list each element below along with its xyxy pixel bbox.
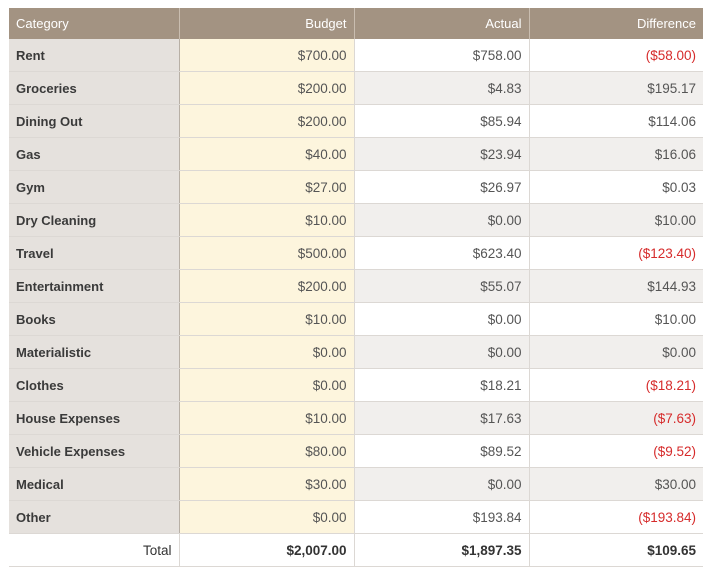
- cell-difference[interactable]: $16.06: [529, 137, 703, 171]
- cell-difference[interactable]: $10.00: [529, 302, 703, 336]
- table-row: Gym $27.00 $26.97 $0.03: [9, 170, 703, 204]
- cell-difference[interactable]: $30.00: [529, 467, 703, 501]
- cell-actual[interactable]: $18.21: [354, 368, 530, 402]
- table-header: Category Budget Actual Difference: [9, 8, 703, 39]
- total-label: Total: [9, 533, 180, 566]
- table-row: Groceries $200.00 $4.83 $195.17: [9, 71, 703, 105]
- cell-category[interactable]: Gas: [9, 137, 180, 171]
- cell-difference[interactable]: ($9.52): [529, 434, 703, 468]
- cell-actual[interactable]: $0.00: [354, 203, 530, 237]
- cell-budget[interactable]: $80.00: [179, 434, 355, 468]
- cell-difference[interactable]: $0.00: [529, 335, 703, 369]
- table-row: Entertainment $200.00 $55.07 $144.93: [9, 269, 703, 303]
- table-row: Dry Cleaning $10.00 $0.00 $10.00: [9, 203, 703, 237]
- table-row: Medical $30.00 $0.00 $30.00: [9, 467, 703, 501]
- table-row: Gas $40.00 $23.94 $16.06: [9, 137, 703, 171]
- cell-difference[interactable]: ($123.40): [529, 236, 703, 270]
- cell-difference[interactable]: ($193.84): [529, 500, 703, 534]
- cell-actual[interactable]: $623.40: [354, 236, 530, 270]
- cell-difference[interactable]: ($58.00): [529, 39, 703, 72]
- cell-budget[interactable]: $10.00: [179, 401, 355, 435]
- cell-actual[interactable]: $89.52: [354, 434, 530, 468]
- cell-category[interactable]: Groceries: [9, 71, 180, 105]
- table-row: Books $10.00 $0.00 $10.00: [9, 302, 703, 336]
- cell-actual[interactable]: $26.97: [354, 170, 530, 204]
- cell-difference[interactable]: $195.17: [529, 71, 703, 105]
- total-difference[interactable]: $109.65: [529, 533, 703, 566]
- header-category[interactable]: Category: [9, 8, 180, 39]
- header-difference[interactable]: Difference: [529, 8, 703, 39]
- cell-difference[interactable]: $114.06: [529, 104, 703, 138]
- cell-category[interactable]: Medical: [9, 467, 180, 501]
- cell-budget[interactable]: $0.00: [179, 500, 355, 534]
- cell-category[interactable]: Dry Cleaning: [9, 203, 180, 237]
- table-row: Other $0.00 $193.84 ($193.84): [9, 500, 703, 534]
- cell-category[interactable]: Dining Out: [9, 104, 180, 138]
- cell-category[interactable]: Other: [9, 500, 180, 534]
- cell-category[interactable]: Travel: [9, 236, 180, 270]
- table-row: Rent $700.00 $758.00 ($58.00): [9, 39, 703, 72]
- cell-budget[interactable]: $0.00: [179, 335, 355, 369]
- header-row: Category Budget Actual Difference: [9, 8, 703, 39]
- cell-budget[interactable]: $700.00: [179, 39, 355, 72]
- cell-actual[interactable]: $55.07: [354, 269, 530, 303]
- table-row: Travel $500.00 $623.40 ($123.40): [9, 236, 703, 270]
- table-row: Dining Out $200.00 $85.94 $114.06: [9, 104, 703, 138]
- total-budget[interactable]: $2,007.00: [179, 533, 355, 566]
- cell-difference[interactable]: $144.93: [529, 269, 703, 303]
- table-body: Rent $700.00 $758.00 ($58.00) Groceries $200.…: [9, 39, 703, 534]
- header-actual[interactable]: Actual: [354, 8, 530, 39]
- cell-budget[interactable]: $200.00: [179, 104, 355, 138]
- header-budget[interactable]: Budget: [179, 8, 355, 39]
- table-row: Vehicle Expenses $80.00 $89.52 ($9.52): [9, 434, 703, 468]
- cell-actual[interactable]: $4.83: [354, 71, 530, 105]
- cell-budget[interactable]: $500.00: [179, 236, 355, 270]
- cell-actual[interactable]: $758.00: [354, 39, 530, 72]
- cell-difference[interactable]: $10.00: [529, 203, 703, 237]
- cell-category[interactable]: Rent: [9, 39, 180, 72]
- cell-actual[interactable]: $85.94: [354, 104, 530, 138]
- cell-category[interactable]: Books: [9, 302, 180, 336]
- table-row: Clothes $0.00 $18.21 ($18.21): [9, 368, 703, 402]
- cell-category[interactable]: Clothes: [9, 368, 180, 402]
- total-row: Total $2,007.00 $1,897.35 $109.65: [9, 533, 703, 566]
- cell-budget[interactable]: $27.00: [179, 170, 355, 204]
- cell-budget[interactable]: $0.00: [179, 368, 355, 402]
- cell-category[interactable]: Vehicle Expenses: [9, 434, 180, 468]
- cell-actual[interactable]: $23.94: [354, 137, 530, 171]
- cell-actual[interactable]: $0.00: [354, 302, 530, 336]
- budget-table: Category Budget Actual Difference Rent $7…: [9, 8, 703, 566]
- cell-category[interactable]: Materialistic: [9, 335, 180, 369]
- cell-actual[interactable]: $0.00: [354, 335, 530, 369]
- cell-budget[interactable]: $30.00: [179, 467, 355, 501]
- cell-difference[interactable]: $0.03: [529, 170, 703, 204]
- cell-budget[interactable]: $200.00: [179, 269, 355, 303]
- cell-category[interactable]: House Expenses: [9, 401, 180, 435]
- table-footer: Total $2,007.00 $1,897.35 $109.65: [9, 533, 703, 566]
- cell-budget[interactable]: $200.00: [179, 71, 355, 105]
- cell-difference[interactable]: ($7.63): [529, 401, 703, 435]
- cell-budget[interactable]: $40.00: [179, 137, 355, 171]
- cell-category[interactable]: Gym: [9, 170, 180, 204]
- cell-difference[interactable]: ($18.21): [529, 368, 703, 402]
- cell-category[interactable]: Entertainment: [9, 269, 180, 303]
- cell-budget[interactable]: $10.00: [179, 302, 355, 336]
- budget-table-container: Category Budget Actual Difference Rent $7…: [9, 8, 703, 567]
- cell-budget[interactable]: $10.00: [179, 203, 355, 237]
- cell-actual[interactable]: $193.84: [354, 500, 530, 534]
- cell-actual[interactable]: $0.00: [354, 467, 530, 501]
- cell-actual[interactable]: $17.63: [354, 401, 530, 435]
- table-row: Materialistic $0.00 $0.00 $0.00: [9, 335, 703, 369]
- table-row: House Expenses $10.00 $17.63 ($7.63): [9, 401, 703, 435]
- total-actual[interactable]: $1,897.35: [354, 533, 530, 566]
